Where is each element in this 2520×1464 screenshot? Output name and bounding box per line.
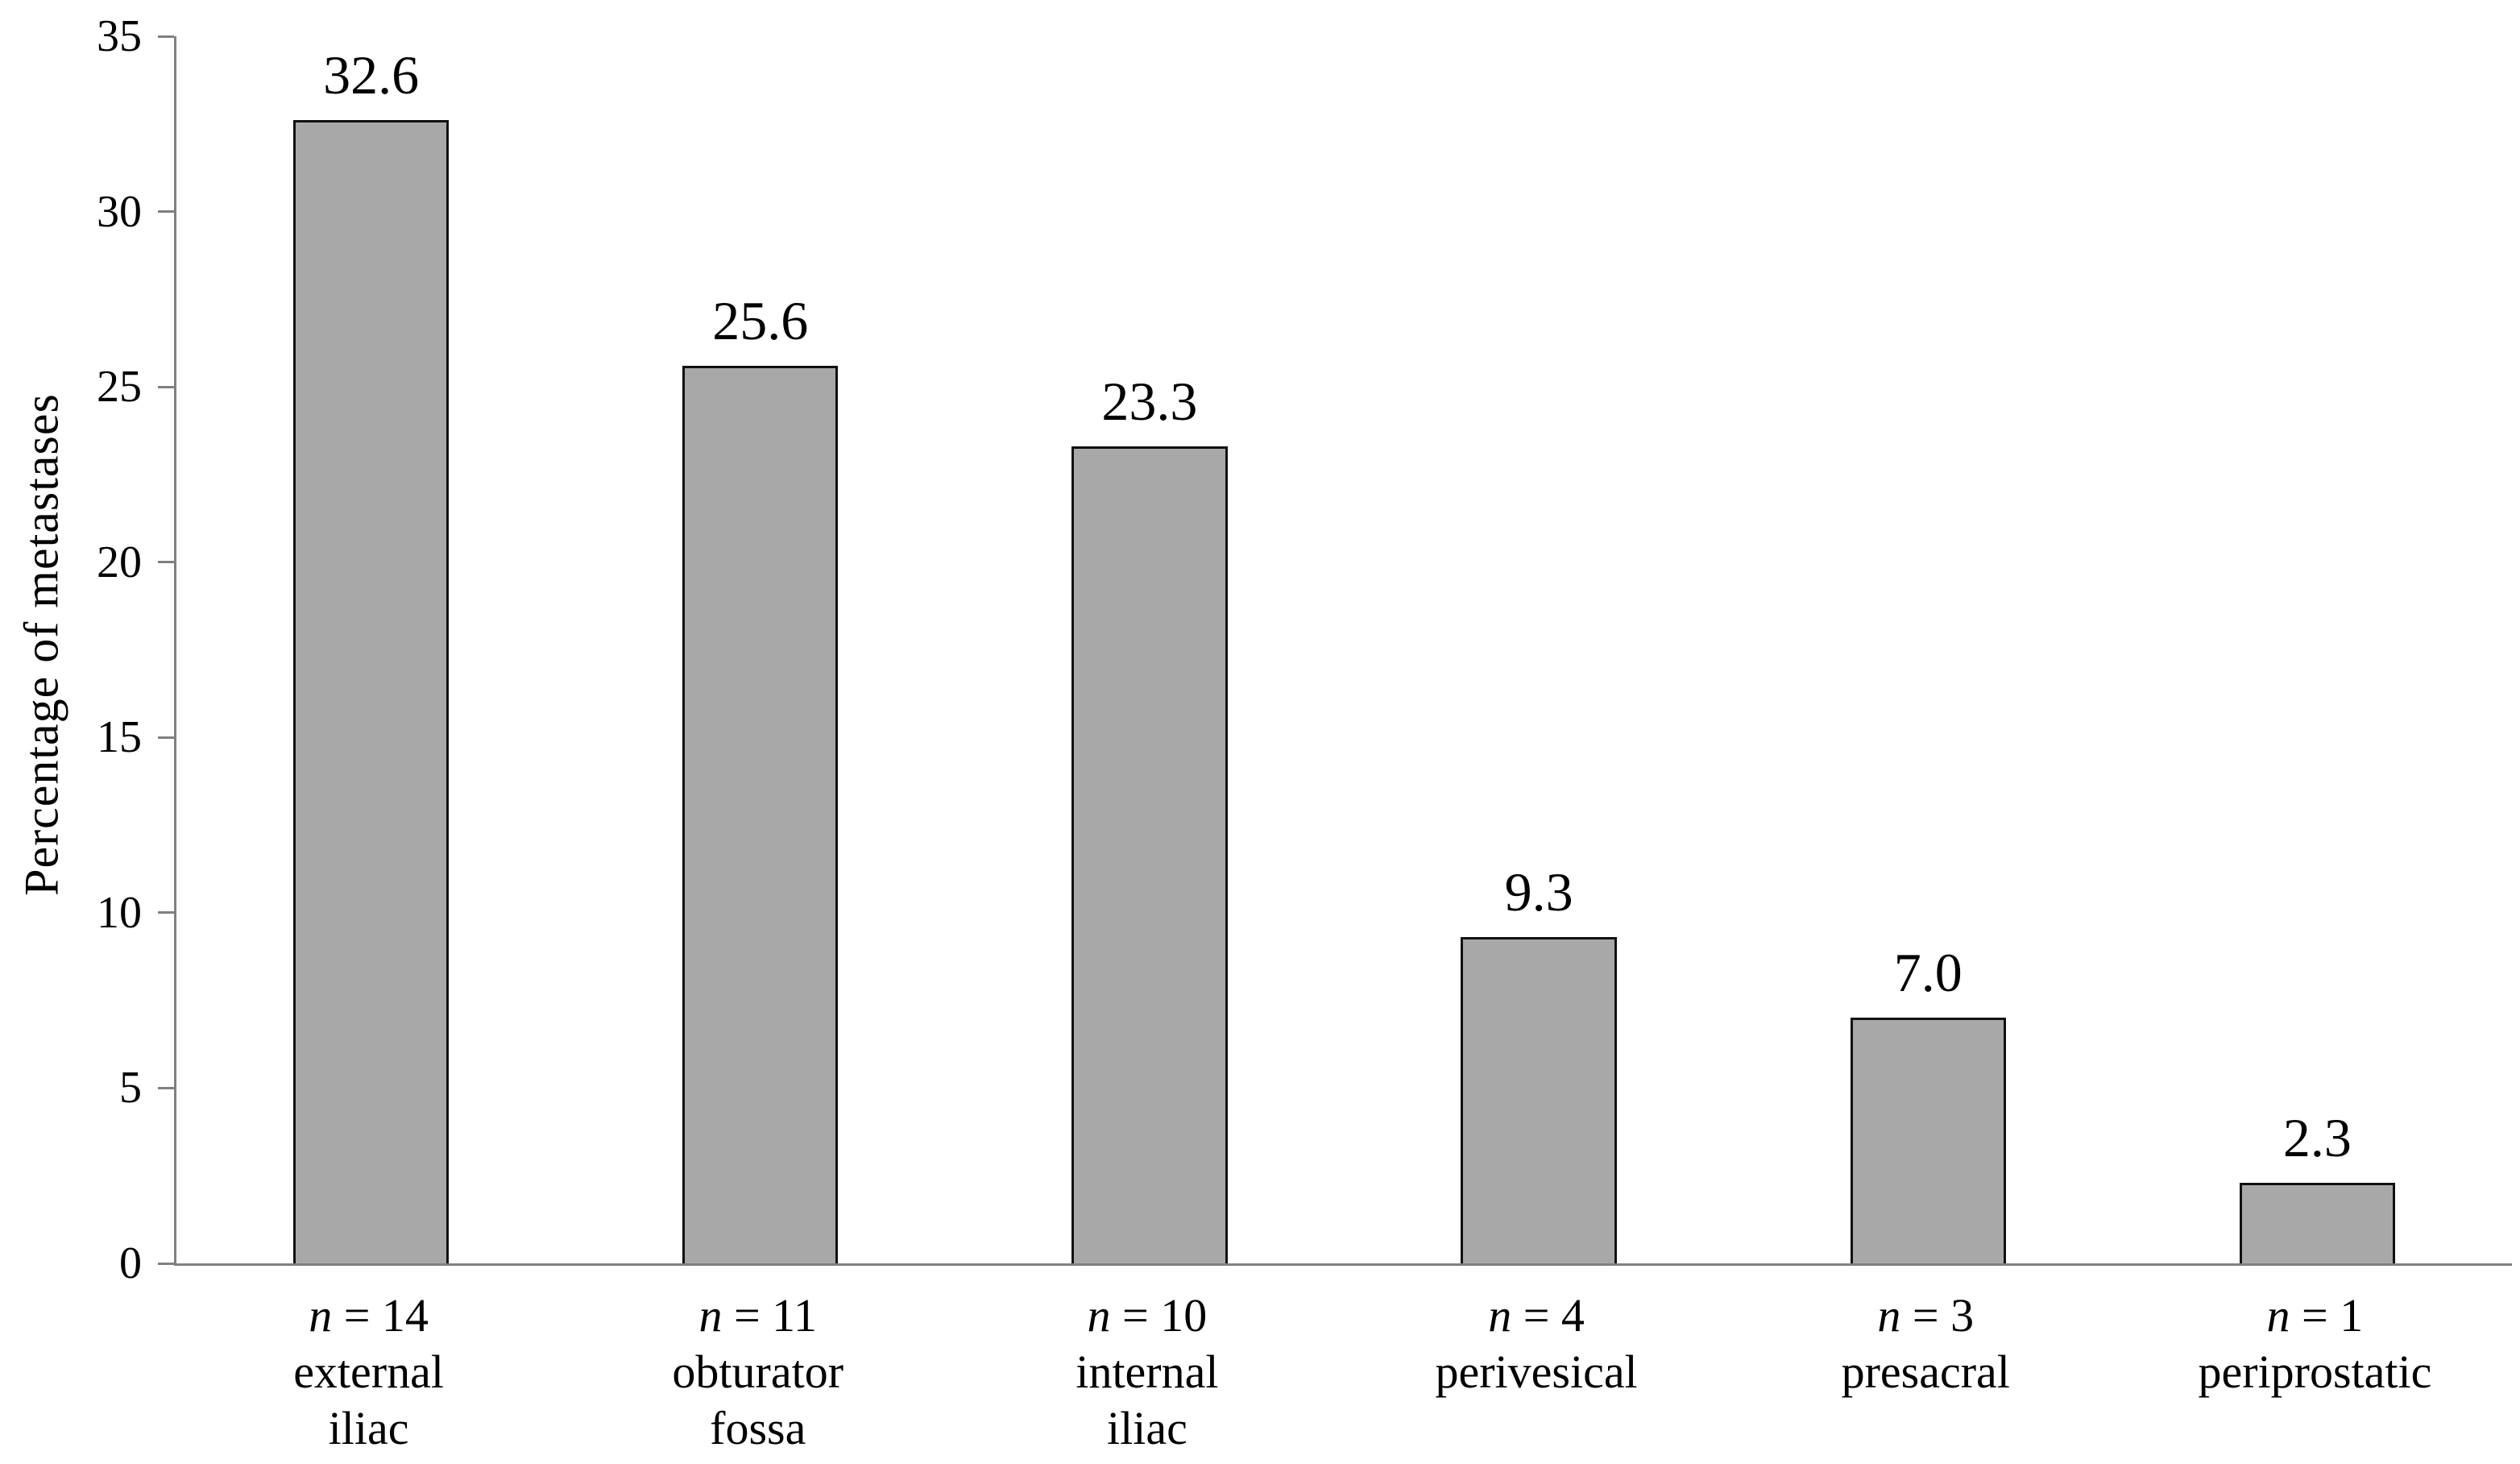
y-axis-tick-label: 35 — [97, 11, 142, 61]
y-axis-tick-labels: 0 5 10 15 20 25 30 35 — [0, 14, 142, 1286]
y-axis-tick-mark — [158, 385, 174, 388]
y-axis-tick-label: 15 — [97, 712, 142, 763]
bar-presacral — [1850, 1018, 2006, 1263]
y-axis-tick-mark — [158, 210, 174, 214]
n-count-value: = 11 — [722, 1289, 818, 1342]
category-name-line: external — [293, 1346, 444, 1398]
category-label: n = 14 external iliac — [174, 1288, 563, 1457]
category-count-line: n = 3 — [1731, 1288, 2120, 1344]
n-count-value: = 1 — [2290, 1289, 2364, 1342]
category-label: n = 1 periprostatic — [2120, 1288, 2510, 1400]
category-label: n = 10 internal iliac — [952, 1288, 1341, 1457]
bar-perivesical — [1461, 937, 1617, 1263]
y-axis-tick-label: 25 — [97, 362, 142, 413]
y-axis-tick-label: 0 — [119, 1238, 142, 1288]
bar-value-label: 23.3 — [1101, 371, 1198, 433]
y-axis-tick-label: 20 — [97, 537, 142, 587]
y-axis-tick-label: 10 — [97, 887, 142, 938]
y-axis-tick-mark — [158, 35, 174, 38]
bar-value-label: 32.6 — [323, 44, 420, 106]
category-count-line: n = 1 — [2120, 1288, 2510, 1344]
bar-external-iliac — [292, 120, 450, 1263]
plot-area: 32.6 25.6 23.3 9.3 7.0 2.3 — [158, 35, 2512, 1266]
n-count-value: = 3 — [1900, 1289, 1975, 1342]
bar-value-label: 25.6 — [712, 290, 809, 352]
y-axis-tick-label: 5 — [119, 1063, 142, 1114]
n-symbol: n — [309, 1289, 333, 1342]
category-name-line: presacral — [1841, 1346, 2010, 1398]
category-name-line: internal — [1076, 1346, 1219, 1398]
n-symbol: n — [1087, 1289, 1111, 1342]
category-name-line: periprostatic — [2198, 1346, 2432, 1398]
category-name-line: perivesical — [1435, 1346, 1638, 1398]
category-name-line: iliac — [328, 1402, 409, 1454]
category-count-line: n = 11 — [563, 1288, 952, 1344]
n-count-value: = 10 — [1110, 1289, 1208, 1342]
category-name-line: iliac — [1106, 1402, 1187, 1454]
bar-value-label: 2.3 — [2282, 1106, 2352, 1168]
y-axis-tick-mark — [158, 911, 174, 914]
category-label: n = 3 presacral — [1731, 1288, 2120, 1400]
n-symbol: n — [1488, 1289, 1512, 1342]
y-axis-tick-mark — [158, 736, 174, 739]
bar-obturator-fossa — [682, 366, 839, 1263]
bar-value-label: 7.0 — [1893, 942, 1963, 1004]
category-count-line: n = 14 — [174, 1288, 563, 1344]
bar-periprostatic — [2239, 1182, 2396, 1263]
y-axis-tick-mark — [158, 1086, 174, 1089]
category-count-line: n = 10 — [952, 1288, 1341, 1344]
category-name-line: obturator — [672, 1346, 844, 1398]
bar-internal-iliac — [1071, 446, 1228, 1263]
n-symbol: n — [1877, 1289, 1901, 1342]
n-count-value: = 14 — [332, 1289, 429, 1342]
y-axis-tick-mark — [158, 561, 174, 564]
n-count-value: = 4 — [1511, 1289, 1585, 1342]
bar-value-label: 9.3 — [1504, 861, 1573, 923]
category-count-line: n = 4 — [1342, 1288, 1731, 1344]
n-symbol: n — [2266, 1289, 2290, 1342]
x-axis-category-labels: n = 14 external iliac n = 11 obturator fossa n… — [174, 1288, 2510, 1464]
category-label: n = 11 obturator fossa — [563, 1288, 952, 1457]
y-axis-tick-label: 30 — [97, 186, 142, 237]
y-axis-tick-mark — [158, 1262, 174, 1265]
category-label: n = 4 perivesical — [1342, 1288, 1731, 1400]
n-symbol: n — [698, 1289, 723, 1342]
category-name-line: fossa — [710, 1402, 806, 1454]
